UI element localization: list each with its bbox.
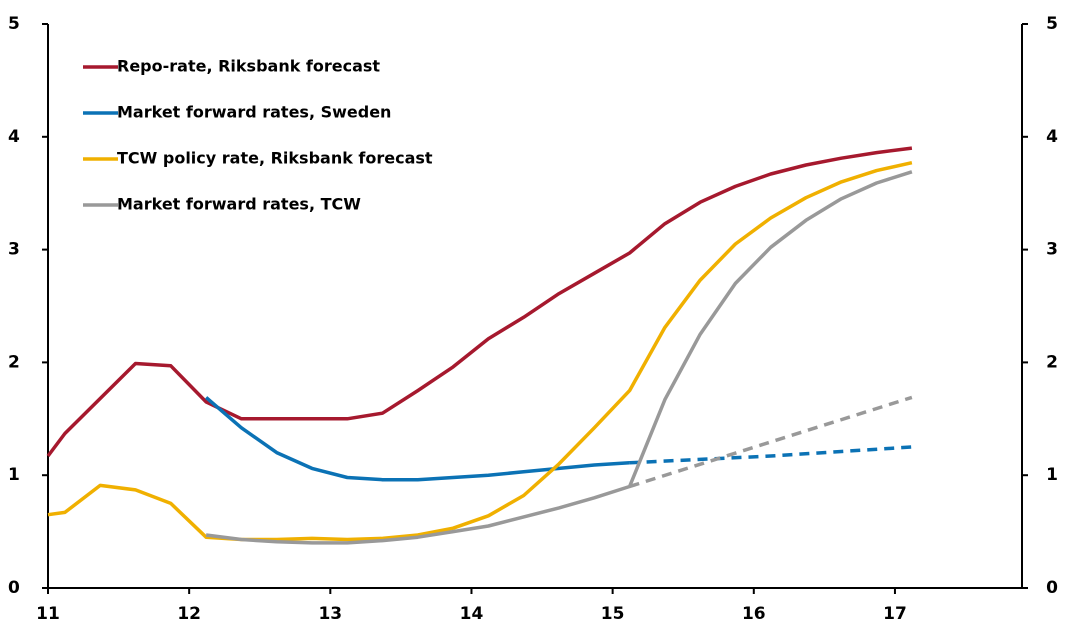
x-tick-label: 15 [601,604,625,624]
series-line [46,146,913,458]
y-tick-label: 1 [8,465,20,485]
y2-tick-label: 2 [1046,352,1058,372]
y2-tick-label: 4 [1046,127,1058,147]
x-tick-label: 16 [742,604,766,624]
y2-tick-label: 3 [1046,240,1058,260]
x-tick-label: 14 [460,604,484,624]
y2-tick-label: 1 [1046,465,1058,485]
series-line [204,396,630,482]
x-tick-label: 17 [883,604,907,624]
y2-tick-label: 0 [1046,578,1058,598]
forecast-line [629,445,913,465]
y2-tick-label: 5 [1046,14,1058,34]
legend-label: Market forward rates, Sweden [117,103,391,122]
x-tick-label: 13 [318,604,342,624]
x-tick-label: 11 [36,604,60,624]
series-line [47,160,913,542]
y-tick-label: 0 [8,578,20,598]
y-tick-label: 5 [8,14,20,34]
y-tick-label: 4 [8,127,20,147]
forecast-line [629,395,913,489]
series-line [205,170,913,545]
legend-label: Repo-rate, Riksbank forecast [117,57,380,76]
legend-label: Market forward rates, TCW [117,195,361,214]
y-tick-label: 3 [8,240,20,260]
legend-label: TCW policy rate, Riksbank forecast [117,149,433,168]
x-tick-label: 12 [177,604,201,624]
y-tick-label: 2 [8,352,20,372]
